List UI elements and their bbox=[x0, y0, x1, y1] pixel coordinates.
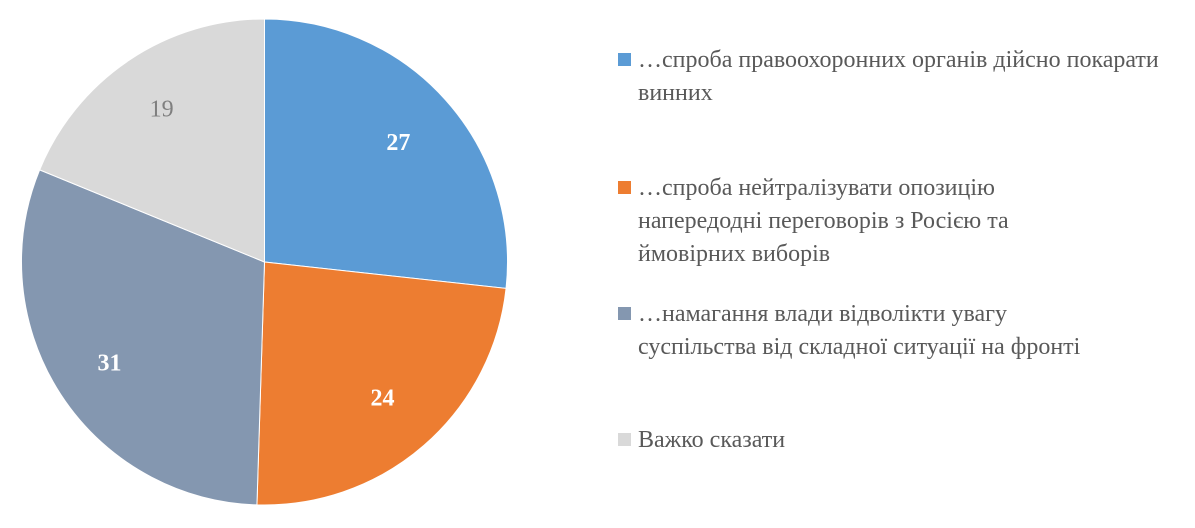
legend-swatch-orange bbox=[618, 181, 631, 194]
legend-swatch-gray bbox=[618, 433, 631, 446]
legend-item-hard-to-say: Важко сказати bbox=[618, 424, 1178, 457]
pie-slice-hard-to-say bbox=[38, 18, 265, 263]
data-label: 24 bbox=[370, 386, 394, 412]
pie-chart: 27 24 31 19 bbox=[21, 18, 508, 506]
legend-label: …спроба правоохоронних органів дійсно по… bbox=[638, 47, 1159, 106]
pie-slice-punish bbox=[264, 18, 508, 289]
legend-swatch-blue bbox=[618, 53, 631, 66]
data-label: 31 bbox=[98, 351, 122, 377]
pie-slice-distract-attention bbox=[21, 169, 266, 506]
data-label: 19 bbox=[150, 97, 174, 123]
legend-label: Важко сказати bbox=[638, 427, 786, 453]
legend-item-distract-attention: …намагання влади відволікти увагу суспіл… bbox=[618, 298, 1108, 364]
legend-swatch-slate bbox=[618, 307, 631, 320]
legend-item-neutralize-opposition: …спроба нейтралізувати опозицію напередо… bbox=[618, 172, 1108, 271]
legend-label: …спроба нейтралізувати опозицію напередо… bbox=[638, 175, 1009, 267]
legend-label: …намагання влади відволікти увагу суспіл… bbox=[638, 301, 1081, 360]
pie-slice-neutralize-opposition bbox=[256, 261, 507, 506]
legend-item-punish: …спроба правоохоронних органів дійсно по… bbox=[618, 44, 1178, 110]
data-label: 27 bbox=[386, 130, 410, 156]
